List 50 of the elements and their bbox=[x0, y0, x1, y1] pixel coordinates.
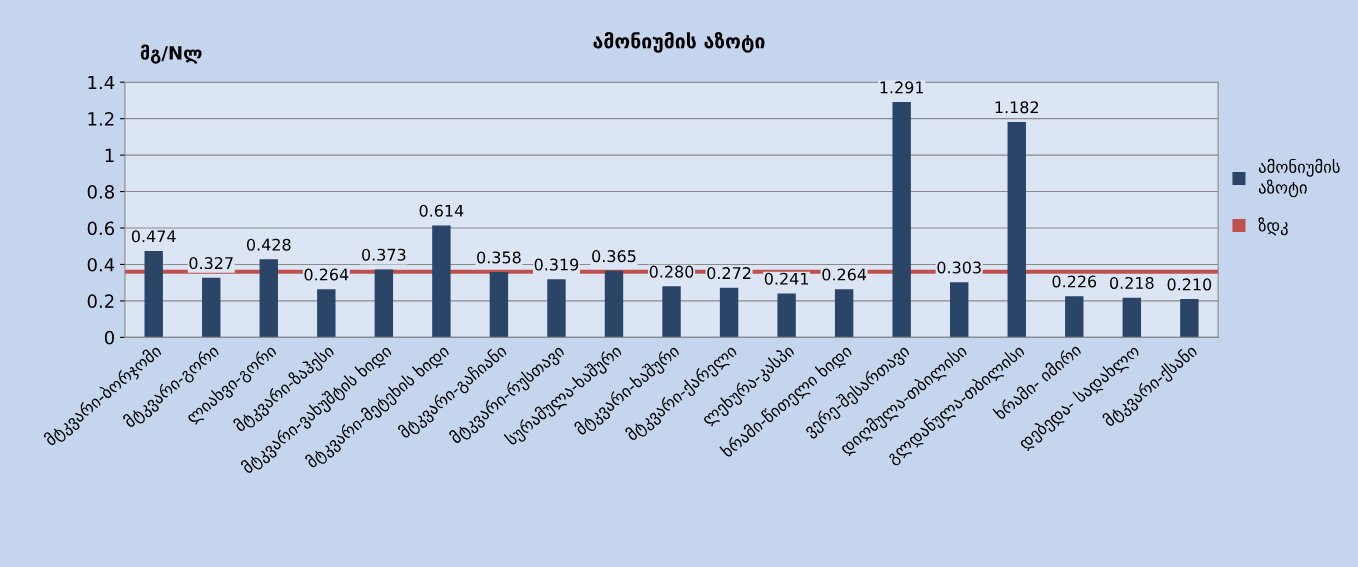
data-label: 0.226 bbox=[1052, 275, 1097, 288]
data-label: 0.218 bbox=[1110, 276, 1154, 289]
data-label: 0.280 bbox=[649, 265, 694, 278]
bar bbox=[144, 250, 163, 338]
data-label: 0.272 bbox=[707, 267, 751, 280]
bar bbox=[1180, 299, 1199, 338]
bar bbox=[719, 287, 739, 338]
bar bbox=[202, 277, 221, 338]
y-tick-label: 0.8 bbox=[87, 185, 114, 199]
y-axis-title: მგ/Nლ bbox=[140, 44, 202, 64]
bar bbox=[489, 272, 509, 338]
bar bbox=[1122, 297, 1142, 338]
data-label: 0.319 bbox=[534, 258, 579, 271]
data-label: 0.264 bbox=[822, 268, 867, 281]
data-label: 0.365 bbox=[592, 250, 636, 263]
bar bbox=[1065, 296, 1084, 338]
data-label: 0.241 bbox=[764, 272, 808, 285]
y-tick-label: 1.2 bbox=[88, 112, 114, 126]
y-tick-label: 1.4 bbox=[88, 75, 115, 90]
bar bbox=[834, 289, 854, 338]
data-label: 0.614 bbox=[419, 204, 464, 217]
bar bbox=[777, 293, 796, 338]
bar bbox=[259, 259, 278, 338]
legend-label: ზდკ bbox=[1258, 217, 1288, 236]
data-label: 0.327 bbox=[189, 257, 233, 270]
y-tick-label: 0.6 bbox=[87, 221, 115, 236]
data-label: 0.210 bbox=[1167, 278, 1212, 291]
data-label: 0.264 bbox=[304, 268, 349, 281]
bar bbox=[662, 286, 681, 338]
y-tick-label: 1 bbox=[105, 148, 114, 162]
data-label: 1.291 bbox=[880, 81, 924, 94]
bar bbox=[1007, 121, 1026, 338]
bar bbox=[547, 279, 566, 338]
legend-label: ამონიუმის აზოტი bbox=[1258, 158, 1340, 198]
bar bbox=[950, 282, 969, 338]
data-label: 0.303 bbox=[937, 261, 981, 274]
data-label: 0.373 bbox=[362, 248, 406, 261]
data-label: 0.474 bbox=[131, 230, 176, 243]
chart-title: ამონიუმის აზოტი bbox=[593, 32, 765, 53]
bar bbox=[892, 102, 911, 338]
bar bbox=[604, 270, 624, 338]
data-label: 0.358 bbox=[477, 251, 521, 264]
y-tick-label: 0.2 bbox=[87, 294, 114, 309]
y-tick-label: 0.4 bbox=[87, 257, 115, 272]
bar bbox=[374, 269, 394, 338]
data-label: 1.182 bbox=[995, 101, 1039, 114]
y-tick-label: 0 bbox=[104, 330, 115, 345]
data-label: 0.428 bbox=[246, 238, 291, 251]
bar bbox=[432, 225, 451, 338]
bar bbox=[317, 289, 336, 338]
